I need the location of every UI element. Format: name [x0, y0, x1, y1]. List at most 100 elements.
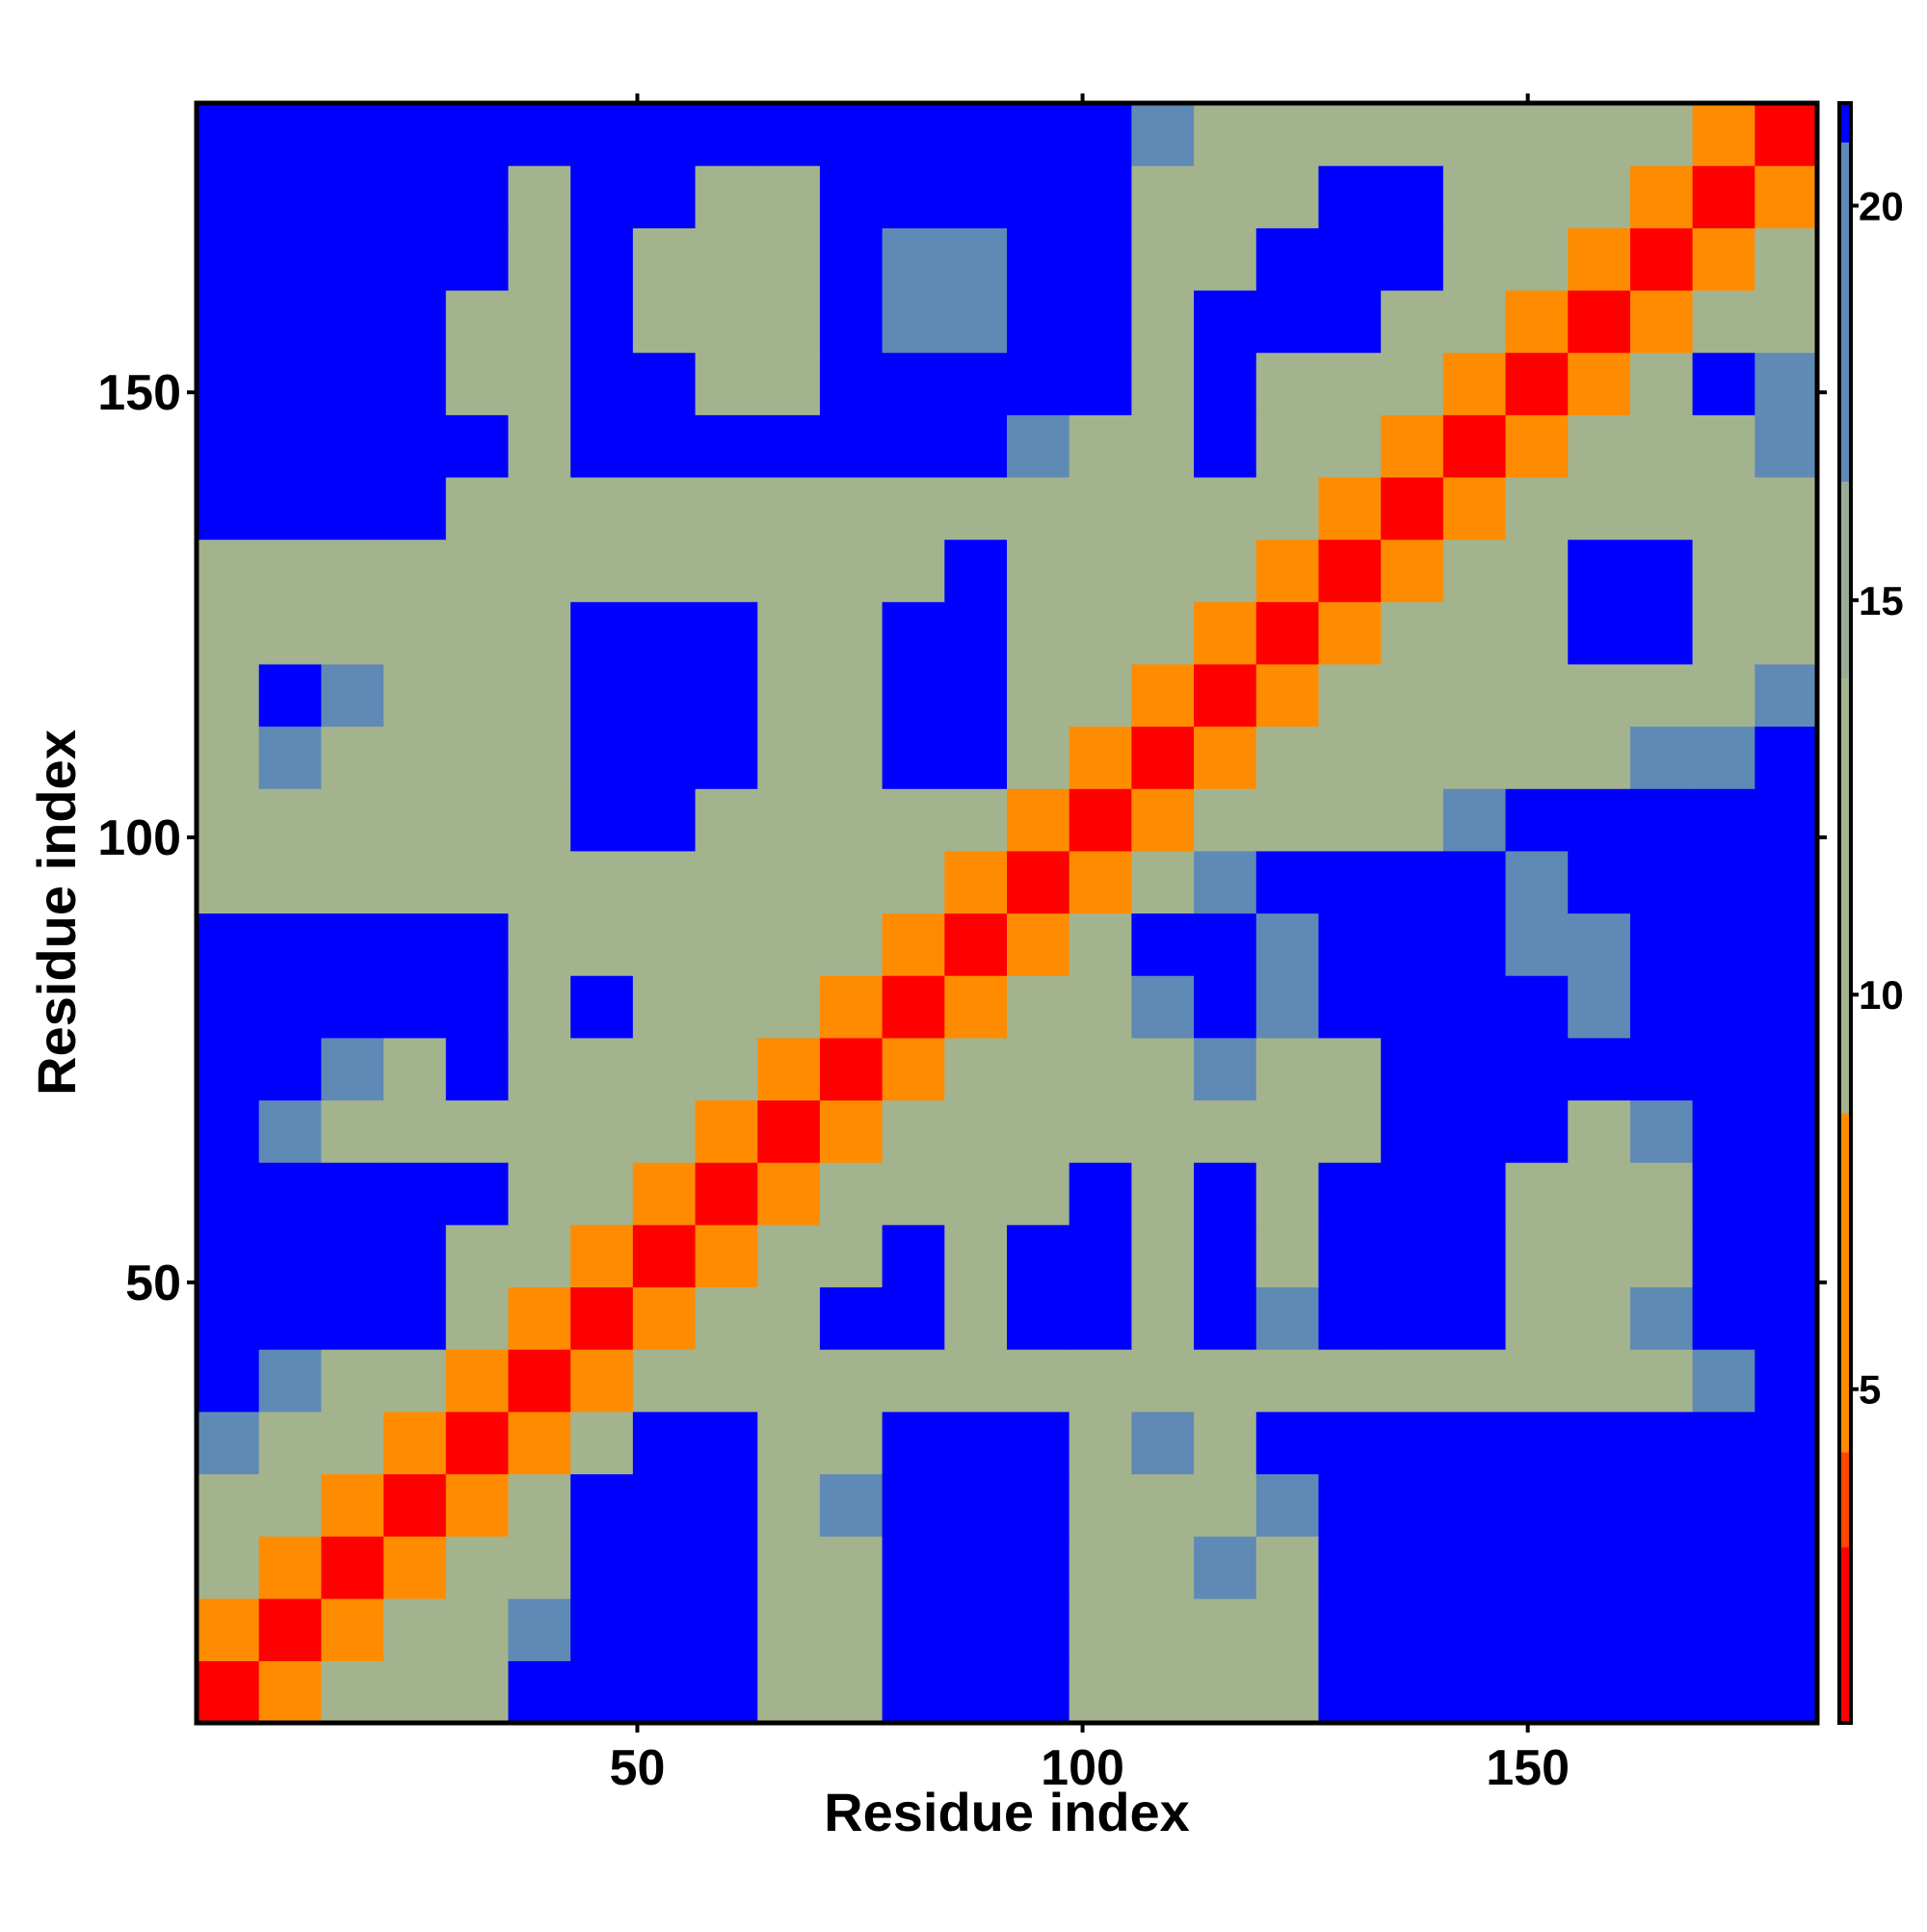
heatmap-cell — [197, 913, 260, 976]
heatmap-cell — [1194, 601, 1257, 665]
heatmap-cell — [882, 726, 945, 789]
heatmap-cell — [321, 1473, 384, 1537]
heatmap-cell — [882, 1037, 945, 1101]
heatmap-cell — [1007, 601, 1070, 665]
heatmap-cell — [1318, 663, 1382, 728]
heatmap-cell — [1755, 165, 1818, 228]
heatmap-cell — [570, 788, 634, 852]
heatmap-cell — [757, 913, 821, 976]
heatmap-cell — [882, 913, 945, 976]
heatmap-cell — [757, 227, 821, 291]
heatmap-cell — [1692, 476, 1755, 541]
x-tick-label: 50 — [610, 1740, 666, 1796]
heatmap-cell — [1442, 1286, 1507, 1350]
heatmap-cell — [197, 1224, 260, 1288]
colorbar-tick-label: 20 — [1859, 183, 1904, 228]
heatmap-cell — [1442, 165, 1507, 228]
heatmap-cell — [383, 1349, 447, 1413]
heatmap-cell — [197, 289, 260, 354]
heatmap-cell — [570, 414, 634, 478]
heatmap-cell — [383, 726, 447, 789]
heatmap-cell — [197, 663, 260, 728]
heatmap-cell — [632, 1349, 697, 1413]
heatmap-cell — [1568, 601, 1631, 665]
heatmap-cell — [1255, 1473, 1320, 1537]
heatmap-cell — [1568, 788, 1631, 852]
heatmap-cell — [1194, 1349, 1257, 1413]
heatmap-cell — [445, 726, 510, 789]
heatmap-cell — [445, 289, 510, 354]
heatmap-cell — [570, 850, 634, 914]
heatmap-cell — [819, 352, 884, 415]
heatmap-cell — [1629, 663, 1694, 728]
heatmap-cell — [882, 1286, 945, 1350]
heatmap-cell — [197, 227, 260, 291]
heatmap-cell — [1692, 913, 1755, 976]
heatmap-cell — [695, 975, 758, 1039]
heatmap-cell — [197, 1536, 260, 1600]
heatmap-cell — [1069, 1099, 1132, 1163]
heatmap-cell — [944, 1660, 1008, 1724]
heatmap-cell — [944, 352, 1008, 415]
heatmap-cell — [882, 1598, 945, 1661]
heatmap-cell — [882, 352, 945, 415]
heatmap-cell — [1131, 663, 1195, 728]
heatmap-cell — [1568, 1099, 1631, 1163]
heatmap-cell — [757, 1037, 821, 1101]
heatmap-cell — [1505, 1660, 1569, 1724]
heatmap-cell — [1629, 1224, 1694, 1288]
heatmap-cell — [445, 539, 510, 602]
heatmap-cell — [1007, 1037, 1070, 1101]
heatmap-cell — [944, 850, 1008, 914]
heatmap-cell — [1131, 103, 1195, 167]
heatmap-cell — [1629, 1099, 1694, 1163]
heatmap-cell — [258, 289, 322, 354]
heatmap-cell — [1255, 165, 1320, 228]
heatmap-cell — [258, 788, 322, 852]
heatmap-cell — [1007, 850, 1070, 914]
heatmap-cell — [197, 103, 260, 167]
heatmap-cell — [383, 289, 447, 354]
heatmap-cell — [197, 1473, 260, 1537]
heatmap-cell — [695, 788, 758, 852]
heatmap-cell — [882, 227, 945, 291]
heatmap-cell — [321, 414, 384, 478]
heatmap-cell — [445, 476, 510, 541]
heatmap-cell — [1442, 975, 1507, 1039]
heatmap-cell — [321, 1660, 384, 1724]
heatmap-cell — [819, 1224, 884, 1288]
heatmap-cell — [757, 1162, 821, 1226]
heatmap-cell — [695, 1224, 758, 1288]
heatmap-cell — [1381, 601, 1444, 665]
heatmap-cell — [1318, 165, 1382, 228]
heatmap-cell — [819, 1099, 884, 1163]
heatmap-cell — [882, 289, 945, 354]
heatmap-cell — [819, 1411, 884, 1474]
heatmap-cell — [258, 227, 322, 291]
colorbar-tick-label: 15 — [1859, 578, 1904, 623]
heatmap-cell — [1755, 601, 1818, 665]
heatmap-cell — [944, 1099, 1008, 1163]
heatmap-cell — [1069, 850, 1132, 914]
heatmap-cell — [1318, 788, 1382, 852]
heatmap-cell — [1131, 1349, 1195, 1413]
heatmap-cell — [383, 975, 447, 1039]
heatmap-cell — [1629, 289, 1694, 354]
heatmap-cell — [258, 1037, 322, 1101]
heatmap-cell — [632, 913, 697, 976]
heatmap-cell — [1629, 103, 1694, 167]
colorbar-frame — [1837, 101, 1853, 1725]
heatmap-cell — [819, 663, 884, 728]
heatmap-cell — [1381, 476, 1444, 541]
heatmap-cell — [508, 103, 571, 167]
heatmap-cell — [1692, 289, 1755, 354]
heatmap-cell — [1755, 476, 1818, 541]
heatmap-cell — [445, 601, 510, 665]
heatmap-cell — [1318, 601, 1382, 665]
heatmap-cell — [445, 1660, 510, 1724]
heatmap-cell — [1505, 352, 1569, 415]
heatmap-cell — [1755, 788, 1818, 852]
heatmap-cell — [1629, 601, 1694, 665]
heatmap-cell — [1069, 1660, 1132, 1724]
heatmap-cell — [570, 601, 634, 665]
